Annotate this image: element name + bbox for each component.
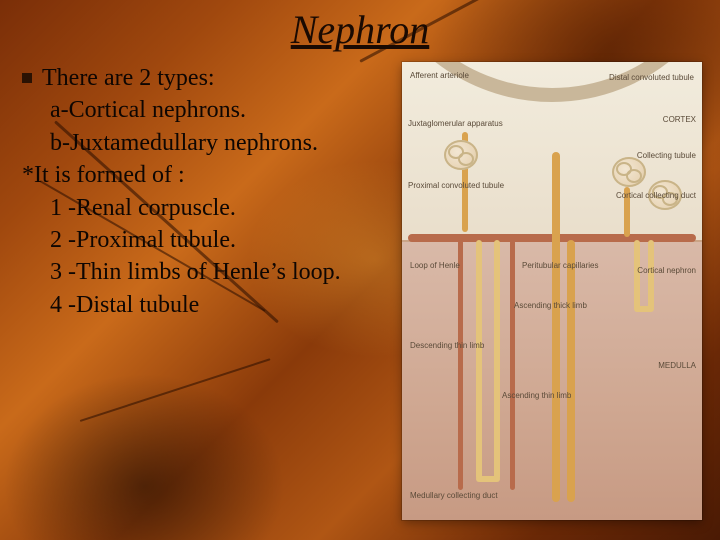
- body-line-intro: There are 2 types:: [42, 62, 215, 94]
- body-line-2: 2 -Proximal tubule.: [22, 224, 402, 256]
- slide-title: Nephron: [0, 6, 720, 53]
- diagram-label-distal-conv: Distal convoluted tubule: [609, 74, 694, 82]
- diagram-label-ascending: Ascending thick limb: [514, 302, 587, 310]
- body-line-formed: *It is formed of :: [22, 159, 402, 191]
- diagram-label-juxta: Juxtaglomerular apparatus: [408, 120, 503, 128]
- diagram-vasa-recta: [458, 240, 463, 490]
- slide-body: There are 2 types: a-Cortical nephrons. …: [22, 62, 402, 321]
- diagram-loop-bend: [634, 306, 654, 312]
- diagram-collecting-duct: [552, 152, 560, 502]
- nephron-diagram: Afferent arteriole Distal convoluted tub…: [402, 62, 702, 520]
- diagram-label-collecting: Collecting tubule: [637, 152, 696, 160]
- diagram-label-cortical-collecting: Cortical collecting duct: [616, 192, 696, 200]
- diagram-loop-ascending: [494, 240, 500, 480]
- diagram-label-medullary-collecting: Medullary collecting duct: [410, 492, 498, 500]
- diagram-label-loop: Loop of Henle: [410, 262, 460, 270]
- diagram-label-peritub: Peritubular capillaries: [522, 262, 598, 270]
- diagram-label-ascending-thin: Ascending thin limb: [502, 392, 571, 400]
- diagram-label-descending: Descending thin limb: [410, 342, 484, 350]
- body-line-1: 1 -Renal corpuscle.: [22, 192, 402, 224]
- diagram-label-afferent: Afferent arteriole: [410, 72, 469, 80]
- diagram-label-prox-conv: Proximal convoluted tubule: [408, 182, 504, 190]
- diagram-glomerulus: [612, 157, 646, 187]
- bg-vein: [80, 358, 271, 422]
- body-line-b: b-Juxtamedullary nephrons.: [22, 127, 402, 159]
- body-line-a: a-Cortical nephrons.: [22, 94, 402, 126]
- diagram-loop-descending: [476, 240, 482, 480]
- diagram-label-cortical-nephron: Cortical nephron: [637, 267, 696, 275]
- diagram-collecting-duct: [567, 240, 575, 502]
- body-line-4: 4 -Distal tubule: [22, 289, 402, 321]
- diagram-label-cortex: CORTEX: [663, 116, 696, 124]
- diagram-vasa-recta: [510, 240, 515, 490]
- square-bullet-icon: [22, 73, 32, 83]
- slide-root: Nephron There are 2 types: a-Cortical ne…: [0, 0, 720, 540]
- body-line-3: 3 -Thin limbs of Henle’s loop.: [22, 256, 402, 288]
- diagram-glomerulus: [444, 140, 478, 170]
- diagram-loop-bend: [476, 476, 500, 482]
- bullet-row: There are 2 types:: [22, 62, 402, 94]
- diagram-label-medulla: MEDULLA: [658, 362, 696, 370]
